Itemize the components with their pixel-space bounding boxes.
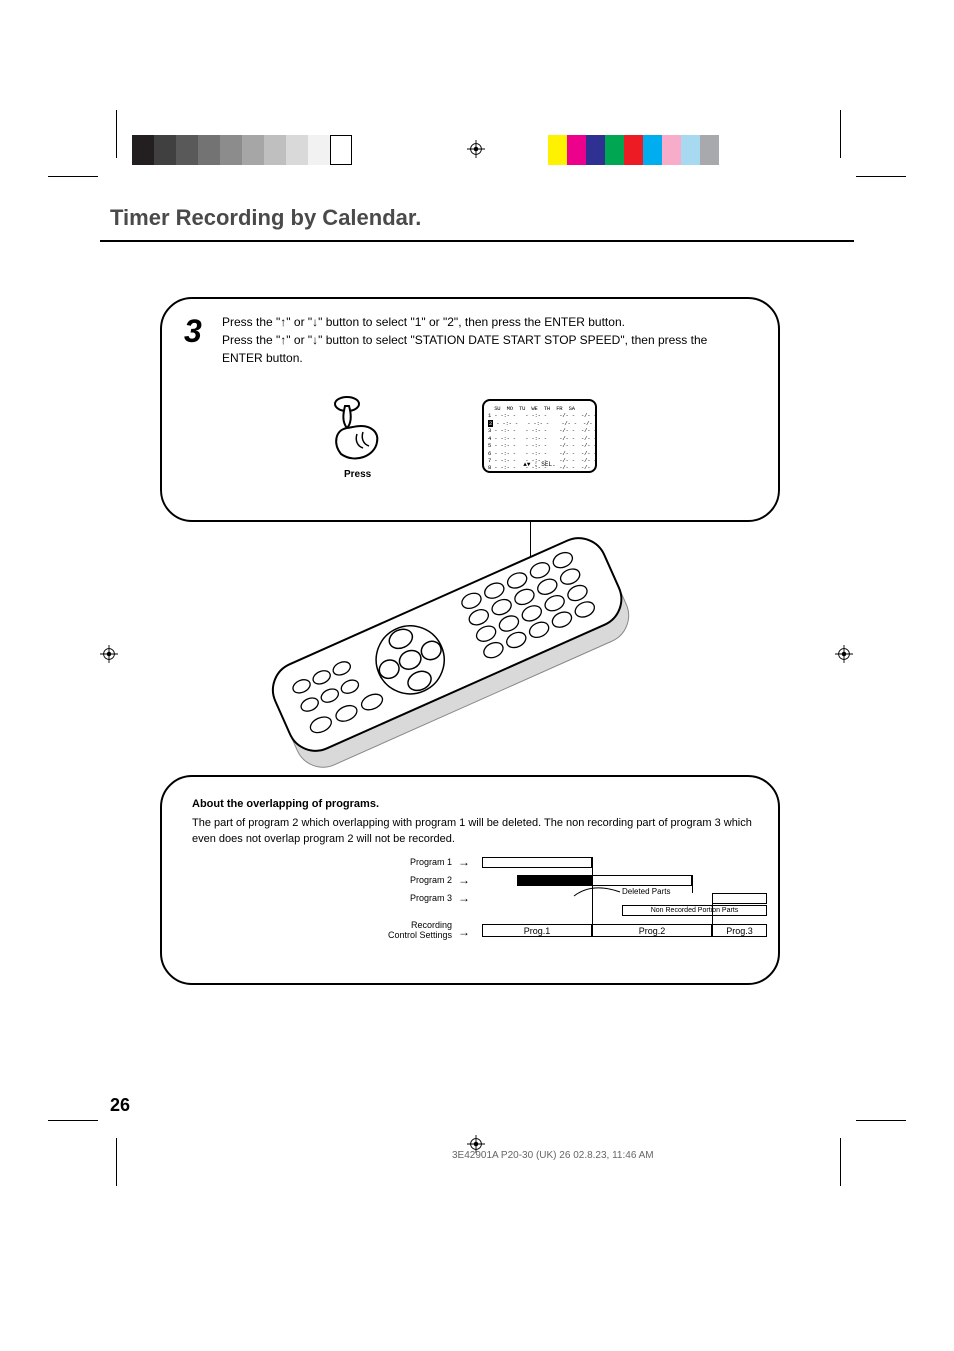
label-program-2: Program 2 bbox=[342, 875, 452, 885]
crop-mark bbox=[856, 1120, 906, 1121]
osd-header: SU MO TU WE TH FR SA bbox=[488, 405, 591, 412]
crop-mark bbox=[48, 176, 98, 177]
remote-control-illustration bbox=[240, 530, 650, 775]
press-label: Press bbox=[344, 469, 371, 480]
swatch bbox=[154, 135, 176, 165]
right-arrow-icon: → bbox=[458, 891, 470, 905]
registration-mark-icon bbox=[100, 645, 118, 663]
bar-program-2-deleted bbox=[517, 875, 592, 886]
right-arrow-icon: → bbox=[458, 873, 470, 887]
guide-line bbox=[712, 893, 713, 937]
swatch bbox=[662, 135, 681, 165]
swatch bbox=[308, 135, 330, 165]
right-arrow-icon: → bbox=[458, 855, 470, 869]
cell-prog-2: Prog.2 bbox=[592, 924, 712, 937]
crop-mark bbox=[116, 110, 117, 158]
registration-mark-icon bbox=[835, 645, 853, 663]
cell-prog-3: Prog.3 bbox=[712, 924, 767, 937]
swatch bbox=[681, 135, 700, 165]
crop-mark bbox=[856, 176, 906, 177]
swatch bbox=[242, 135, 264, 165]
guide-line bbox=[592, 857, 593, 937]
text: " button to select "1" or "2", then pres… bbox=[318, 315, 625, 329]
text: ENTER button. bbox=[222, 349, 707, 367]
text: Press the " bbox=[222, 315, 280, 329]
step-instructions: Press the "↑" or "↓" button to select "1… bbox=[222, 313, 707, 367]
crop-mark bbox=[48, 1120, 98, 1121]
osd-row: 6 - -:- - - -:- - -/- - -/- - - - - bbox=[488, 450, 591, 457]
step-3-panel: 3 Press the "↑" or "↓" button to select … bbox=[160, 297, 780, 522]
note-nonrecorded: Non Recorded Portion Parts bbox=[622, 905, 767, 916]
callout-curve bbox=[572, 886, 622, 898]
osd-row: 5 - -:- - - -:- - -/- - -/- - - - - bbox=[488, 442, 591, 449]
swatch bbox=[220, 135, 242, 165]
overlap-diagram: Program 1 → Program 2 → Program 3 → Reco… bbox=[342, 849, 772, 959]
swatch bbox=[132, 135, 154, 165]
crop-mark bbox=[840, 110, 841, 158]
osd-row: 4 - -:- - - -:- - -/- - -/- - - - - bbox=[488, 435, 591, 442]
osd-row: 1 - -:- - - -:- - -/- - -/- - - - - bbox=[488, 412, 591, 419]
swatch bbox=[700, 135, 719, 165]
divider bbox=[100, 240, 854, 242]
text: " button to select "STATION DATE START S… bbox=[318, 333, 707, 347]
swatch bbox=[548, 135, 567, 165]
label-program-1: Program 1 bbox=[342, 857, 452, 867]
osd-select-hint: ▲▼ : SEL. bbox=[523, 461, 555, 469]
crop-mark bbox=[840, 1138, 841, 1186]
text: " or " bbox=[286, 333, 312, 347]
text: " or " bbox=[286, 315, 312, 329]
swatch bbox=[643, 135, 662, 165]
text: - -:- - - -:- - -/- - -/- - - - - bbox=[493, 420, 597, 427]
overlap-text: About the overlapping of programs. The p… bbox=[192, 797, 752, 848]
swatch bbox=[198, 135, 220, 165]
swatch bbox=[330, 135, 352, 165]
swatch bbox=[624, 135, 643, 165]
bar-program-1 bbox=[482, 857, 592, 868]
osd-row-highlighted: 2 - -:- - - -:- - -/- - -/- - - - - bbox=[488, 420, 591, 427]
bar-program-3 bbox=[712, 893, 767, 904]
swatch bbox=[605, 135, 624, 165]
page-number: 26 bbox=[110, 1095, 130, 1116]
text: Press the " bbox=[222, 333, 280, 347]
footer-meta: 3E42901A P20-30 (UK) 26 02.8.23, 11:46 A… bbox=[452, 1150, 654, 1161]
label-program-3: Program 3 bbox=[342, 893, 452, 903]
overlap-info-panel: About the overlapping of programs. The p… bbox=[160, 775, 780, 985]
label-rcs-2: Control Settings bbox=[388, 930, 452, 940]
osd-screen: SU MO TU WE TH FR SA 1 - -:- - - -:- - -… bbox=[482, 399, 597, 473]
swatch bbox=[176, 135, 198, 165]
step-number: 3 bbox=[184, 313, 202, 350]
right-arrow-icon: → bbox=[458, 925, 470, 939]
crop-mark bbox=[116, 1138, 117, 1186]
guide-line bbox=[692, 875, 693, 893]
overlap-title: About the overlapping of programs. bbox=[192, 797, 752, 813]
osd-row: 3 - -:- - - -:- - -/- - -/- - - - - bbox=[488, 427, 591, 434]
color-calibration-bar bbox=[548, 135, 719, 165]
swatch bbox=[286, 135, 308, 165]
swatch bbox=[264, 135, 286, 165]
note-deleted: Deleted Parts bbox=[622, 887, 670, 896]
press-finger-icon bbox=[327, 394, 387, 464]
section-title: Timer Recording by Calendar. bbox=[110, 205, 421, 231]
grayscale-calibration-bar bbox=[132, 135, 352, 165]
overlap-body: The part of program 2 which overlapping … bbox=[192, 816, 752, 848]
swatch bbox=[567, 135, 586, 165]
cell-prog-1: Prog.1 bbox=[482, 924, 592, 937]
label-rcs-1: Recording bbox=[411, 920, 452, 930]
registration-mark-icon bbox=[467, 140, 485, 158]
swatch bbox=[586, 135, 605, 165]
